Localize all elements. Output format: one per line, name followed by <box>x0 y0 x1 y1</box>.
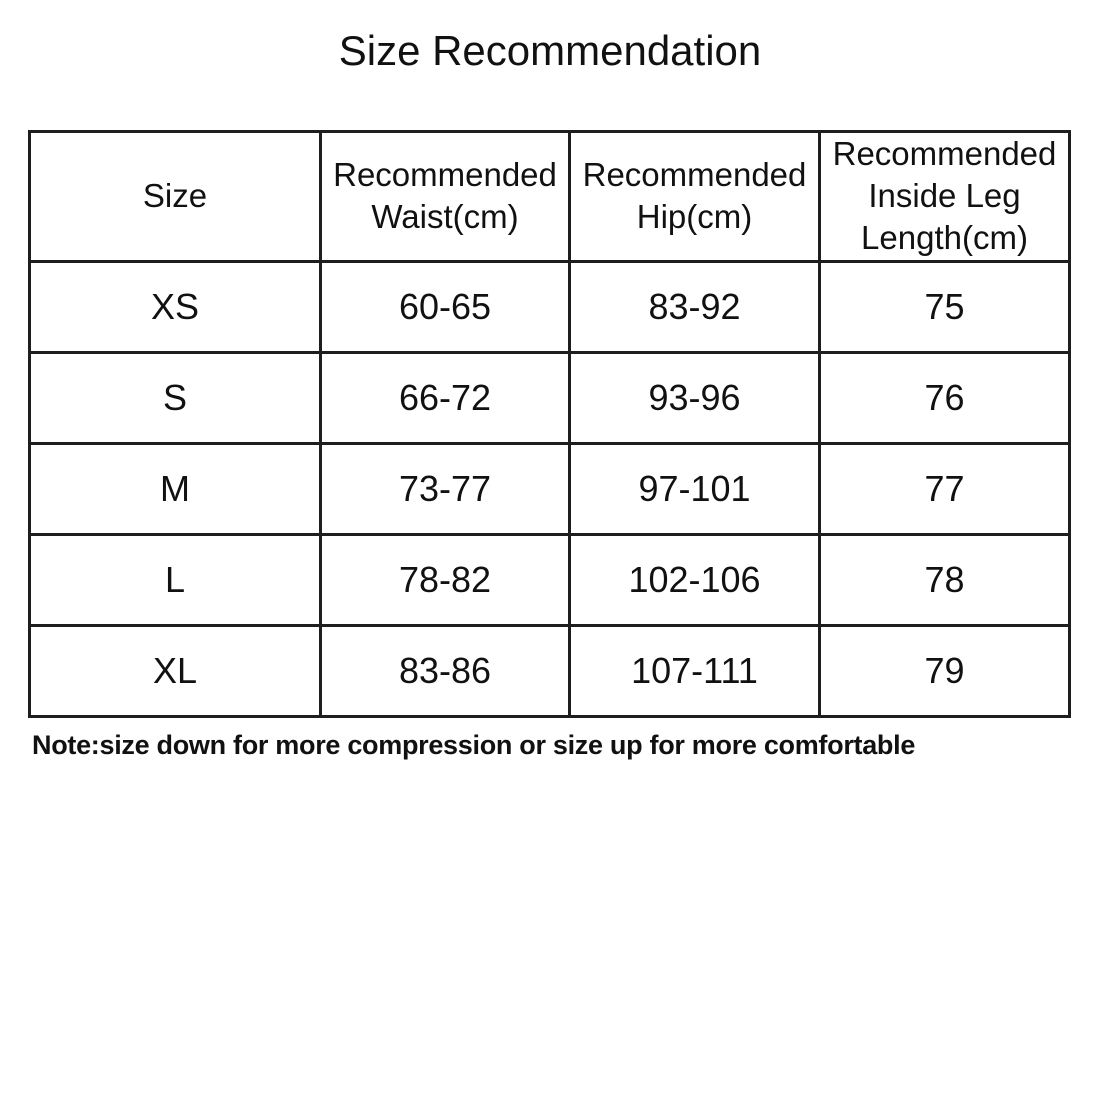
cell-inside-leg: 79 <box>818 623 1071 718</box>
table-header-row: Size Recommended Waist(cm) Recommended H… <box>28 130 1071 263</box>
cell-inside-leg: 78 <box>818 532 1071 627</box>
table-row-m: M 73-77 97-101 77 <box>28 441 1071 536</box>
table-row-xs: XS 60-65 83-92 75 <box>28 259 1071 354</box>
table-row-xl: XL 83-86 107-111 79 <box>28 623 1071 718</box>
table-row-s: S 66-72 93-96 76 <box>28 350 1071 445</box>
table-row-l: L 78-82 102-106 78 <box>28 532 1071 627</box>
cell-hip: 107-111 <box>568 623 821 718</box>
col-header-size: Size <box>28 130 322 263</box>
cell-size: XS <box>28 259 322 354</box>
cell-size: S <box>28 350 322 445</box>
cell-waist: 78-82 <box>319 532 571 627</box>
cell-inside-leg: 76 <box>818 350 1071 445</box>
cell-size: XL <box>28 623 322 718</box>
cell-inside-leg: 77 <box>818 441 1071 536</box>
cell-waist: 60-65 <box>319 259 571 354</box>
col-header-waist: Recommended Waist(cm) <box>319 130 571 263</box>
cell-hip: 93-96 <box>568 350 821 445</box>
note-text: Note:size down for more compression or s… <box>32 730 916 760</box>
size-table: Size Recommended Waist(cm) Recommended H… <box>28 130 1071 718</box>
cell-hip: 102-106 <box>568 532 821 627</box>
cell-hip: 83-92 <box>568 259 821 354</box>
cell-waist: 66-72 <box>319 350 571 445</box>
cell-inside-leg: 75 <box>818 259 1071 354</box>
cell-hip: 97-101 <box>568 441 821 536</box>
col-header-hip: Recommended Hip(cm) <box>568 130 821 263</box>
col-header-inside-leg-length: Recommended Inside Leg Length(cm) <box>818 130 1071 263</box>
cell-size: L <box>28 532 322 627</box>
cell-waist: 83-86 <box>319 623 571 718</box>
cell-size: M <box>28 441 322 536</box>
page-title: Size Recommendation <box>338 27 762 74</box>
cell-waist: 73-77 <box>319 441 571 536</box>
